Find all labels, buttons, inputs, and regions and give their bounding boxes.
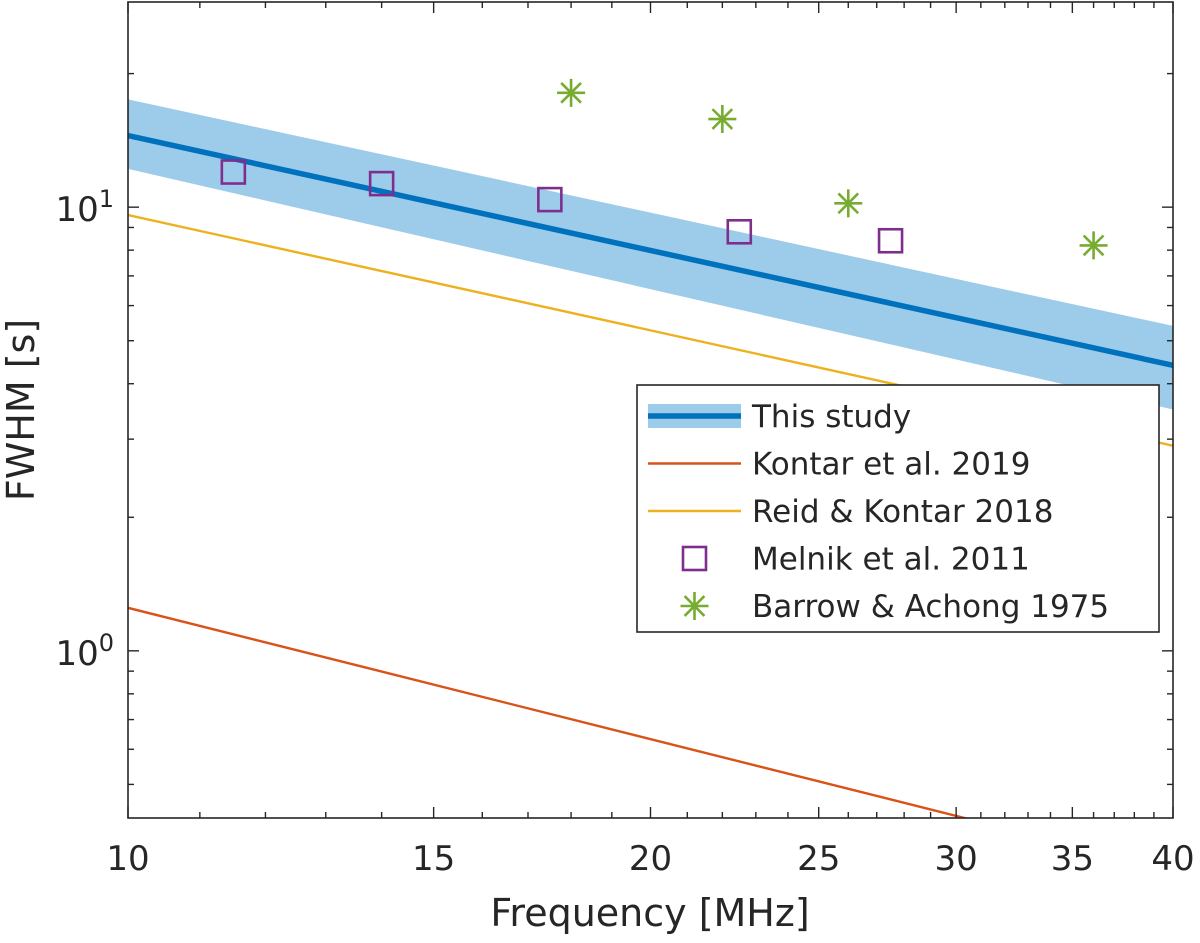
series-line-kontar-et-al-2019 — [128, 606, 970, 818]
data-point-melnik-et-al-2011-1 — [368, 170, 395, 197]
y-tick-label-1: 100 — [55, 629, 114, 674]
legend-swatch-marker-melnik-et-al-2011 — [681, 545, 708, 572]
data-point-melnik-et-al-2011-0 — [220, 159, 247, 185]
x-tick-label-25: 25 — [797, 839, 840, 879]
plot-area — [128, 78, 1173, 818]
x-tick-label-15: 15 — [412, 839, 455, 879]
legend-label-this-study: This study — [751, 399, 911, 435]
x-tick-label-40: 40 — [1151, 839, 1194, 879]
y-axis-label: FWHM [s] — [0, 319, 43, 501]
data-point-barrow-achong-1975-0-stroke-3 — [560, 82, 582, 104]
data-point-melnik-et-al-2011-4 — [877, 227, 904, 254]
legend-swatch-marker-barrow-achong-1975-stroke-3 — [683, 595, 706, 617]
axes: 10 15 20 25 30 35 40 100 101 — [55, 1, 1195, 879]
y-tick-label-10: 101 — [55, 185, 114, 230]
x-tick-label-10: 10 — [106, 839, 149, 879]
x-axis-label: Frequency [MHz] — [490, 891, 809, 935]
data-point-barrow-achong-1975-1 — [708, 105, 737, 134]
x-tick-label-35: 35 — [1051, 839, 1094, 879]
data-point-barrow-achong-1975-3 — [1079, 231, 1108, 260]
data-point-barrow-achong-1975-2 — [834, 189, 863, 218]
legend-label-melnik-et-al-2011: Melnik et al. 2011 — [752, 542, 1030, 578]
x-tick-label-30: 30 — [935, 839, 978, 879]
x-tick-label-20: 20 — [629, 839, 672, 879]
data-point-barrow-achong-1975-2-stroke-3 — [837, 192, 860, 215]
legend-label-kontar-et-al-2019: Kontar et al. 2019 — [752, 447, 1030, 483]
legend-label-barrow-achong-1975: Barrow & Achong 1975 — [752, 589, 1109, 625]
legend: This study Kontar et al. 2019 Reid & Konta… — [636, 384, 1160, 633]
plot-clipped-group — [128, 78, 1173, 818]
data-point-barrow-achong-1975-3-stroke-3 — [1082, 234, 1105, 257]
data-point-barrow-achong-1975-0 — [557, 78, 586, 107]
series-band-this-study — [128, 99, 1173, 410]
data-point-melnik-et-al-2011-2 — [537, 186, 563, 213]
data-point-barrow-achong-1975-1-stroke-3 — [711, 108, 734, 130]
series-line-this-study — [128, 132, 1173, 369]
data-point-melnik-et-al-2011-3 — [726, 218, 753, 245]
legend-swatch-marker-barrow-achong-1975 — [680, 592, 709, 620]
legend-label-reid-kontar-2018: Reid & Kontar 2018 — [752, 494, 1053, 530]
